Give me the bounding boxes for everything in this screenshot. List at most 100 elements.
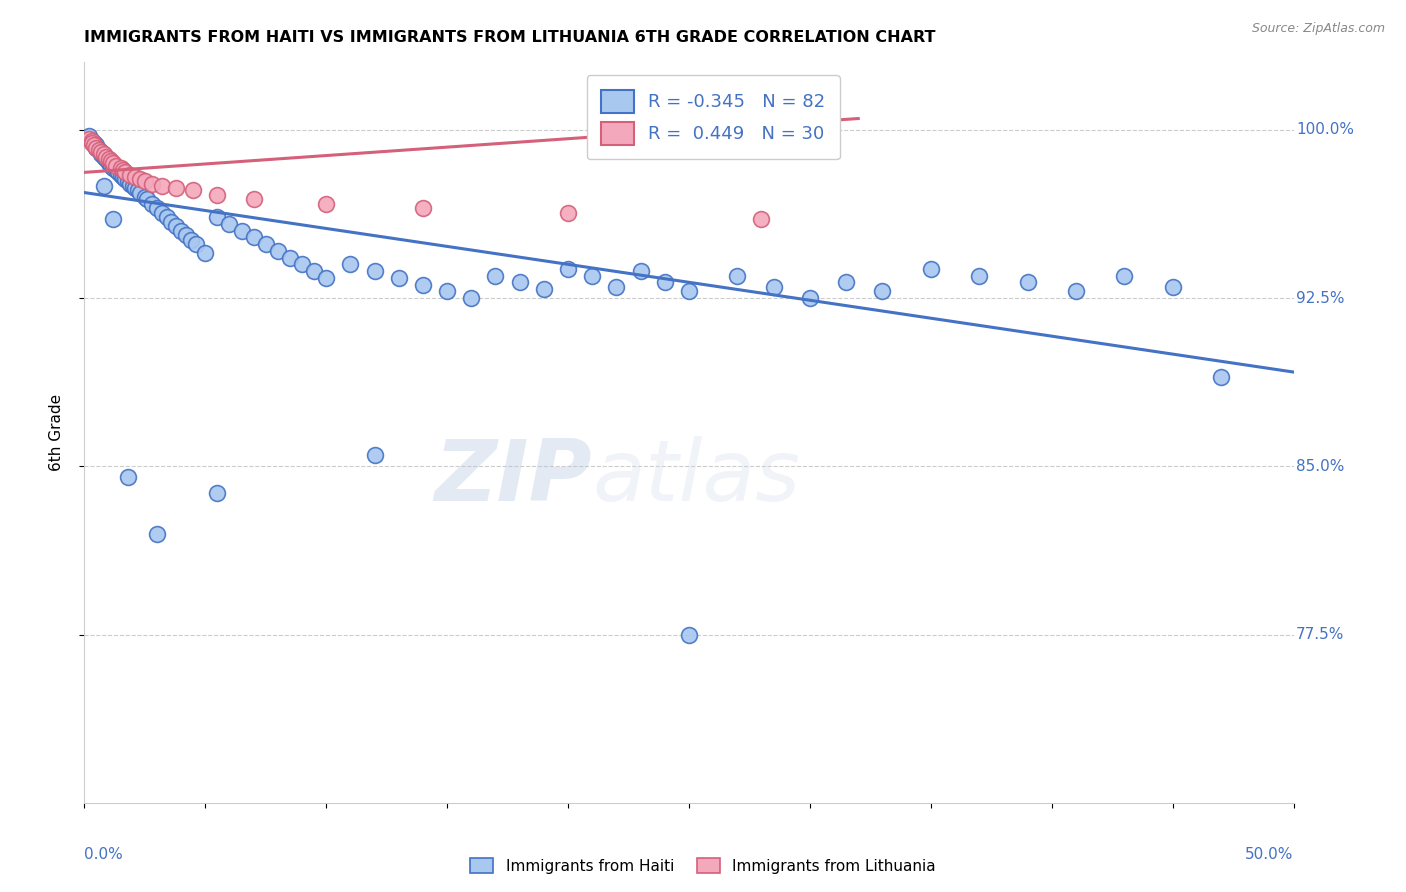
Point bbox=[93, 150, 115, 164]
Point bbox=[86, 138, 108, 153]
Text: atlas: atlas bbox=[592, 435, 800, 518]
Point bbox=[630, 264, 652, 278]
Text: 50.0%: 50.0% bbox=[1246, 847, 1294, 863]
Point bbox=[654, 275, 676, 289]
Point bbox=[146, 526, 169, 541]
Point bbox=[388, 270, 411, 285]
Point bbox=[278, 251, 301, 265]
Point bbox=[104, 163, 127, 178]
Point bbox=[484, 268, 506, 283]
Point bbox=[315, 196, 337, 211]
Text: 100.0%: 100.0% bbox=[1296, 122, 1354, 137]
Point bbox=[97, 154, 120, 169]
Legend: R = -0.345   N = 82, R =  0.449   N = 30: R = -0.345 N = 82, R = 0.449 N = 30 bbox=[586, 75, 839, 160]
Point bbox=[165, 181, 187, 195]
Point bbox=[103, 156, 125, 170]
Point bbox=[114, 172, 136, 186]
Point bbox=[184, 237, 207, 252]
Point bbox=[107, 165, 129, 179]
Point bbox=[291, 257, 314, 271]
Text: 0.0%: 0.0% bbox=[84, 847, 124, 863]
Point bbox=[1114, 268, 1136, 283]
Point bbox=[146, 201, 169, 215]
Point bbox=[1017, 275, 1039, 289]
Point bbox=[207, 211, 229, 225]
Legend: Immigrants from Haiti, Immigrants from Lithuania: Immigrants from Haiti, Immigrants from L… bbox=[464, 852, 942, 880]
Point bbox=[1064, 285, 1087, 299]
Point bbox=[134, 174, 156, 188]
Point bbox=[242, 192, 264, 206]
Point bbox=[412, 277, 434, 292]
Point bbox=[121, 178, 143, 193]
Point bbox=[678, 285, 700, 299]
Point bbox=[165, 219, 187, 234]
Point bbox=[93, 178, 115, 193]
Point bbox=[124, 169, 146, 184]
Point bbox=[150, 178, 173, 193]
Point bbox=[231, 224, 253, 238]
Point bbox=[254, 237, 277, 252]
Point bbox=[94, 150, 117, 164]
Point bbox=[194, 246, 217, 260]
Point bbox=[141, 196, 163, 211]
Point bbox=[100, 159, 122, 173]
Point bbox=[363, 448, 385, 462]
Text: IMMIGRANTS FROM HAITI VS IMMIGRANTS FROM LITHUANIA 6TH GRADE CORRELATION CHART: IMMIGRANTS FROM HAITI VS IMMIGRANTS FROM… bbox=[84, 29, 936, 45]
Point bbox=[412, 201, 434, 215]
Point bbox=[97, 156, 120, 170]
Point bbox=[86, 141, 108, 155]
Point bbox=[302, 264, 325, 278]
Y-axis label: 6th Grade: 6th Grade bbox=[49, 394, 63, 471]
Point bbox=[141, 177, 163, 191]
Point bbox=[242, 230, 264, 244]
Point bbox=[112, 163, 135, 178]
Point bbox=[120, 168, 142, 182]
Point bbox=[436, 285, 458, 299]
Point bbox=[103, 161, 125, 175]
Point bbox=[557, 206, 579, 220]
Point bbox=[835, 275, 858, 289]
Point bbox=[605, 280, 627, 294]
Point bbox=[557, 261, 579, 276]
Text: 77.5%: 77.5% bbox=[1296, 627, 1344, 642]
Point bbox=[339, 257, 361, 271]
Point bbox=[181, 183, 204, 197]
Text: ZIP: ZIP bbox=[434, 435, 592, 518]
Point bbox=[872, 285, 894, 299]
Point bbox=[86, 141, 108, 155]
Point bbox=[117, 174, 139, 188]
Point bbox=[170, 224, 193, 238]
Point bbox=[104, 159, 127, 173]
Point bbox=[678, 627, 700, 641]
Point bbox=[83, 138, 105, 153]
Point bbox=[80, 134, 103, 148]
Text: Source: ZipAtlas.com: Source: ZipAtlas.com bbox=[1251, 22, 1385, 36]
Point bbox=[315, 270, 337, 285]
Text: 85.0%: 85.0% bbox=[1296, 458, 1344, 474]
Point bbox=[117, 470, 139, 484]
Point bbox=[129, 172, 152, 186]
Point bbox=[120, 177, 142, 191]
Point bbox=[180, 233, 202, 247]
Point bbox=[90, 145, 112, 160]
Point bbox=[799, 291, 821, 305]
Point bbox=[363, 264, 385, 278]
Point bbox=[129, 186, 152, 200]
Point bbox=[83, 136, 105, 151]
Point bbox=[174, 228, 197, 243]
Point bbox=[87, 143, 110, 157]
Point bbox=[155, 211, 177, 225]
Point bbox=[920, 261, 942, 276]
Point bbox=[160, 215, 183, 229]
Point bbox=[509, 275, 531, 289]
Point bbox=[207, 486, 229, 500]
Point bbox=[967, 268, 990, 283]
Point bbox=[80, 136, 103, 151]
Point bbox=[1161, 280, 1184, 294]
Point bbox=[80, 134, 103, 148]
Point bbox=[90, 147, 112, 161]
Point bbox=[218, 217, 240, 231]
Point bbox=[150, 206, 173, 220]
Point bbox=[110, 161, 132, 175]
Point bbox=[94, 152, 117, 166]
